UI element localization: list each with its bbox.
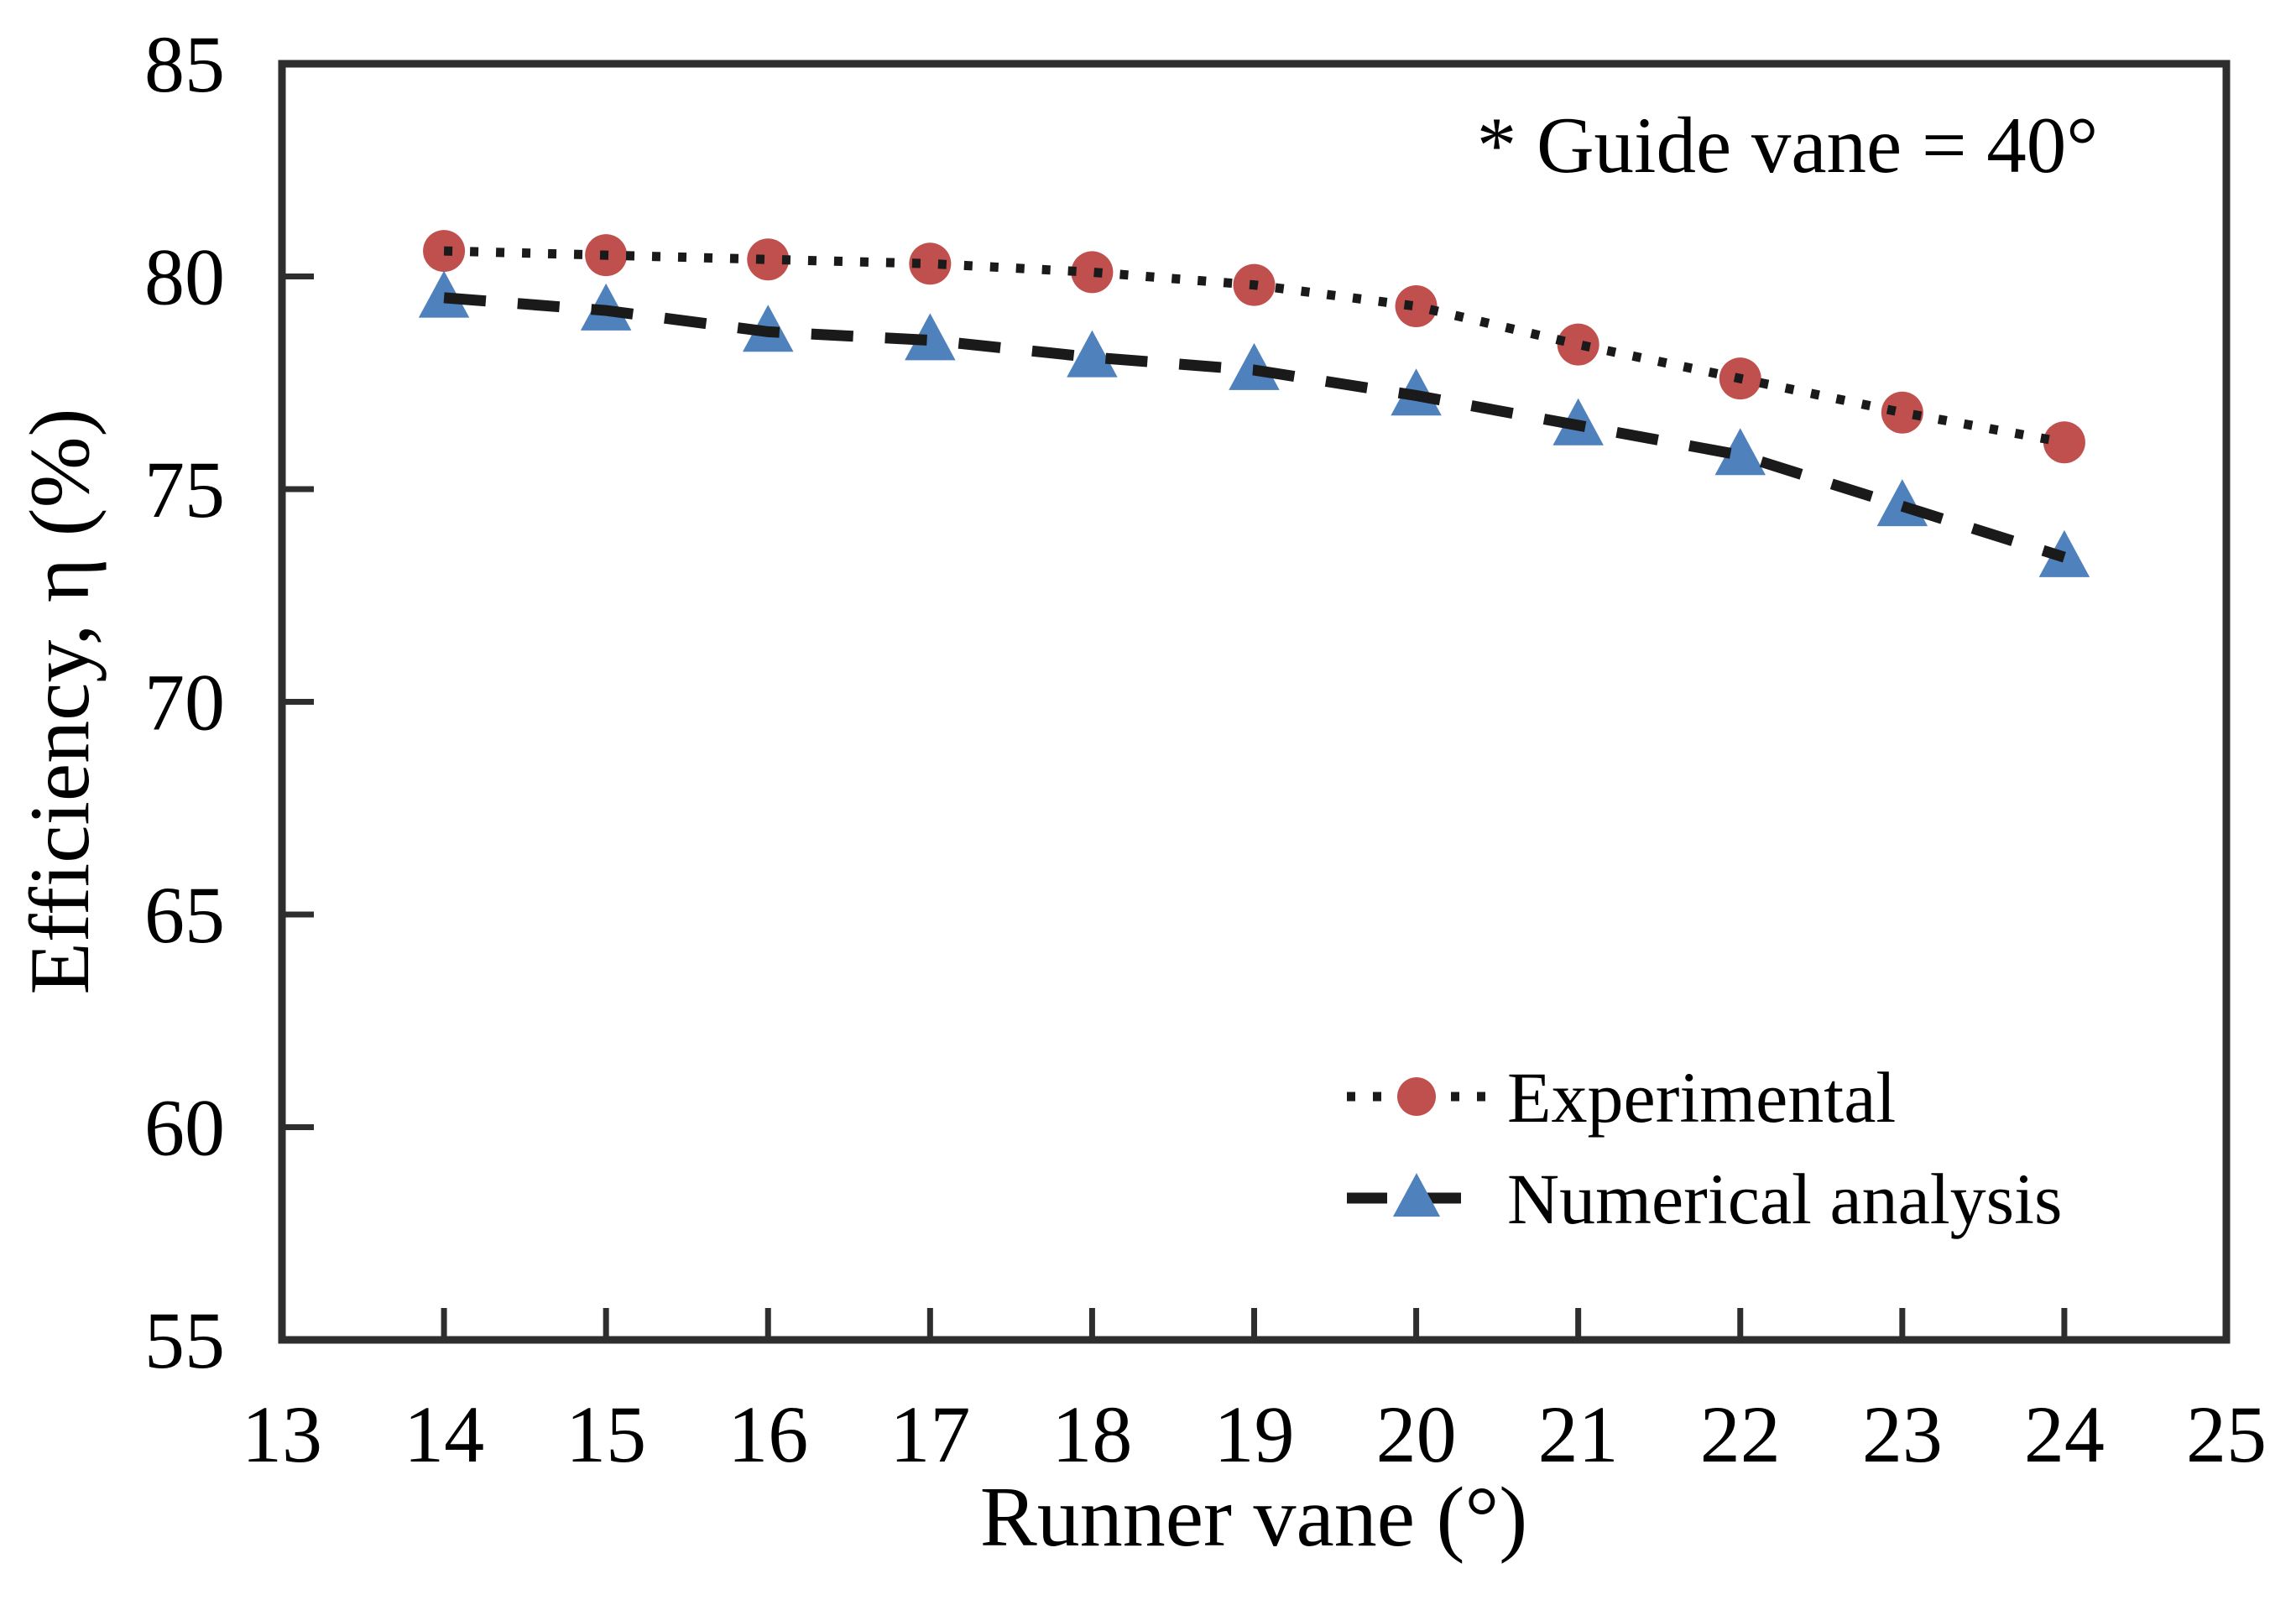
series-0-point-16 [747, 238, 790, 281]
legend-label-1: Numerical analysis [1507, 1159, 2063, 1239]
x-tick-label: 18 [1051, 1389, 1132, 1479]
y-tick-label: 65 [144, 870, 225, 960]
y-axis-title: Efficiency, η (%) [13, 408, 107, 994]
series-1-point-18 [1067, 330, 1118, 378]
x-tick-label: 14 [404, 1389, 484, 1479]
series-0-point-17 [909, 242, 952, 285]
series-1-point-22 [1714, 428, 1766, 476]
series-0-point-21 [1557, 323, 1599, 366]
series-0-point-23 [1881, 391, 1923, 434]
x-tick-label: 24 [2024, 1389, 2105, 1479]
y-tick-label: 85 [144, 19, 225, 109]
series-1-point-23 [1876, 479, 1928, 527]
y-tick-label: 70 [144, 658, 225, 748]
y-tick-label: 75 [144, 445, 225, 534]
x-tick-label: 22 [1700, 1389, 1781, 1479]
series-1-point-14 [418, 270, 470, 318]
series-0-point-24 [2043, 421, 2085, 464]
plot-border [278, 60, 2231, 1344]
y-tick-label: 80 [144, 232, 225, 322]
x-tick-label: 23 [1862, 1389, 1943, 1479]
y-tick-label: 60 [144, 1083, 225, 1173]
x-tick-label: 15 [566, 1389, 646, 1479]
x-tick-label: 25 [2186, 1389, 2267, 1479]
y-tick-label: 55 [144, 1295, 225, 1385]
x-axis-title: Runner vane (°) [980, 1470, 1528, 1565]
guide-vane-annotation: * Guide vane = 40° [1477, 101, 2099, 190]
x-tick-label: 21 [1538, 1389, 1619, 1479]
x-tick-label: 13 [242, 1389, 322, 1479]
x-tick-label: 19 [1214, 1389, 1295, 1479]
series-0-point-18 [1071, 251, 1114, 294]
x-tick-label: 16 [728, 1389, 808, 1479]
legend-marker-circle [1397, 1077, 1436, 1116]
series-1-line [443, 292, 2066, 563]
legend-marker-triangle [1392, 1173, 1441, 1217]
series-0-point-20 [1395, 284, 1438, 327]
legend-label-0: Experimental [1507, 1057, 1896, 1138]
x-tick-label: 17 [890, 1389, 970, 1479]
x-tick-label: 20 [1376, 1389, 1457, 1479]
series-0-line [443, 246, 2065, 447]
series-1-point-17 [905, 313, 956, 361]
